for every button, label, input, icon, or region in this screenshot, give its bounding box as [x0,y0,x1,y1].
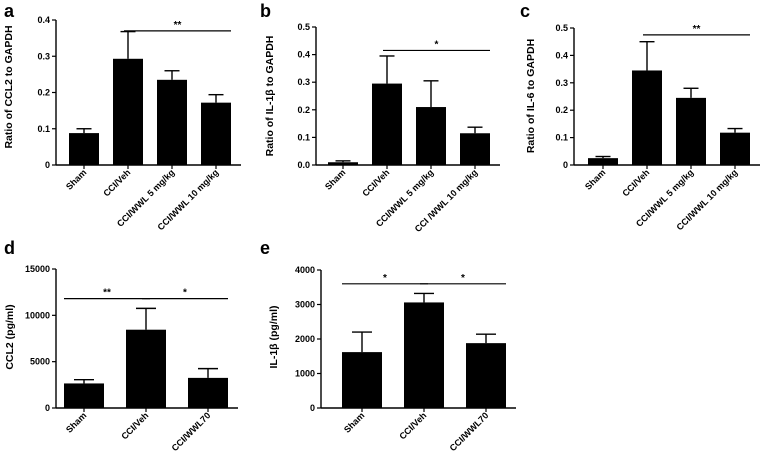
panel-b-y-tick-label: 0.3 [297,77,310,87]
panel-e-y-axis-label: IL-1β (pg/ml) [268,306,280,369]
panel-e-y-tick-label: 4000 [295,265,315,275]
panel-a-y-tick-label: 0.3 [37,51,50,61]
panel-a-y-tick-label: 0.1 [37,124,50,134]
panel-e-x-tick-label: CCI/Veh [397,410,428,441]
panel-c-y-tick-label: 0.4 [555,50,568,60]
panel-e-y-tick-label: 0 [310,403,315,413]
panel-b-y-tick-label: 0.2 [297,105,310,115]
panel-a-y-axis-label: Ratio of CCL2 to GAPDH [3,25,15,148]
panel-e-significance-label: * [461,273,465,284]
panel-a-y-tick-label: 0 [45,160,50,170]
panel-d-letter: d [4,238,15,258]
panel-b-bar [372,83,402,165]
panel-a-bar [201,102,231,165]
panel-b-bar [460,133,490,165]
panel-c-bar [588,158,618,165]
panel-a-bar [113,58,143,165]
panel-c-y-tick-label: 0.2 [555,105,568,115]
panel-b-y-tick-label: 0.1 [297,132,310,142]
panel-d-significance-label: * [183,288,187,299]
panel-c-bar [676,97,706,165]
panel-d-significance-label: ** [103,288,111,299]
panel-d-y-tick-label: 5000 [30,357,50,367]
panel-b-significance-label: * [435,39,439,50]
panel-a-y-tick-label: 0.2 [37,88,50,98]
panel-d-y-tick-label: 15000 [25,264,50,274]
panel-a-y-tick-label: 0.4 [37,15,50,25]
panel-d-bar [126,329,166,408]
panel-b-y-axis-label: Ratio of IL-1β to GAPDH [264,36,276,157]
panel-c-significance-label: ** [693,24,701,35]
panel-b-bar [416,107,446,165]
panel-c-y-axis-label: Ratio of IL-6 to GAPDH [525,39,537,153]
panel-d-y-tick-label: 0 [45,403,50,413]
panel-d-y-tick-label: 10000 [25,310,50,320]
panel-b-x-tick-label: Sham [323,167,347,191]
panel-e-y-tick-label: 3000 [295,300,315,310]
panel-e-bar [466,343,506,408]
panel-b: b Ratio of IL-1β to GAPDH 0.0 0.1 0.2 0.3 0.… [260,1,500,234]
panel-e-bar [404,302,444,408]
panel-c-y-tick-label: 0.5 [555,23,568,33]
panel-c-bar [720,132,750,165]
panel-e-significance-label: * [383,273,387,284]
panel-d-x-tick-label: CCI/WWL70 [170,410,213,453]
panel-a-x-tick-label: Sham [64,167,88,191]
panel-e-x-tick-label: Sham [342,410,366,434]
panel-a-letter: a [4,1,15,21]
panel-b-y-tick-label: 0.4 [297,50,310,60]
panel-e-y-tick-label: 1000 [295,369,315,379]
panel-c: c Ratio of IL-6 to GAPDH 0 0.1 0.2 0.3 0.4 0.… [520,1,760,232]
panel-b-bar [328,162,358,165]
panel-a-bar [69,133,99,165]
panel-a-significance-label: ** [174,20,182,31]
panel-a-bar [157,79,187,165]
panel-c-y-tick-label: 0.3 [555,78,568,88]
panel-c-bar [632,70,662,165]
panel-d-x-tick-label: CCI/Veh [119,410,150,441]
panel-d-bar [188,377,228,408]
panel-e-letter: e [260,238,270,258]
panel-d-x-tick-label: Sham [64,410,88,434]
panel-e-bar [342,352,382,408]
panel-c-letter: c [520,1,530,21]
panel-b-letter: b [260,1,271,21]
panel-d: d CCL2 (pg/ml) 0 5000 10000 15000 Sham CCI/Ve… [4,238,238,453]
panel-c-y-tick-label: 0 [563,160,568,170]
panel-b-y-tick-label: 0.5 [297,22,310,32]
panel-d-bar [64,383,104,408]
panel-a: a Ratio of CCL2 to GAPDH 0 0.1 0.2 0.3 0.4 Sh… [3,1,241,232]
panel-b-x-tick-label: CCI/Veh [360,167,391,198]
panel-e-x-tick-label: CCI/WWL70 [448,410,491,453]
panel-c-y-tick-label: 0.1 [555,133,568,143]
panel-a-x-tick-label: CCI/Veh [101,167,132,198]
panel-e-y-tick-label: 2000 [295,334,315,344]
panel-b-y-tick-label: 0.0 [297,160,310,170]
panel-c-x-tick-label: CCI/Veh [620,167,651,198]
panel-e: e IL-1β (pg/ml) 0 1000 2000 3000 4000 Sham CCI… [260,238,516,453]
panel-c-x-tick-label: Sham [583,167,607,191]
panel-d-y-axis-label: CCL2 (pg/ml) [4,304,16,369]
